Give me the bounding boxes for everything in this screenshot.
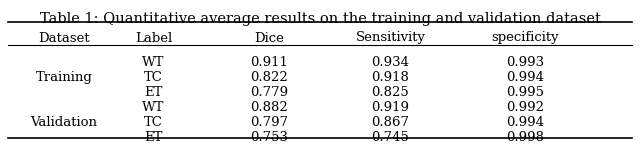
Text: Dice: Dice [254,32,284,45]
Text: 0.995: 0.995 [506,86,544,99]
Text: 0.825: 0.825 [372,86,409,99]
Text: WT: WT [143,56,164,69]
Text: Training: Training [36,71,92,84]
Text: 0.797: 0.797 [250,116,288,129]
Text: ET: ET [145,86,163,99]
Text: 0.822: 0.822 [250,71,287,84]
Text: Validation: Validation [31,116,97,129]
Text: TC: TC [144,116,163,129]
Text: 0.993: 0.993 [506,56,544,69]
Text: specificity: specificity [491,32,559,45]
Text: 0.998: 0.998 [506,131,544,144]
Text: 0.994: 0.994 [506,116,544,129]
Text: ET: ET [145,131,163,144]
Text: Dataset: Dataset [38,32,90,45]
Text: Table 1: Quantitative average results on the training and validation dataset: Table 1: Quantitative average results on… [40,12,600,26]
Text: 0.867: 0.867 [371,116,410,129]
Text: 0.745: 0.745 [371,131,410,144]
Text: 0.911: 0.911 [250,56,288,69]
Text: TC: TC [144,71,163,84]
Text: 0.919: 0.919 [371,101,410,114]
Text: Label: Label [135,32,172,45]
Text: Sensitivity: Sensitivity [355,32,426,45]
Text: 0.779: 0.779 [250,86,288,99]
Text: WT: WT [143,101,164,114]
Text: 0.918: 0.918 [371,71,410,84]
Text: 0.753: 0.753 [250,131,288,144]
Text: 0.934: 0.934 [371,56,410,69]
Text: 0.882: 0.882 [250,101,287,114]
Text: 0.992: 0.992 [506,101,544,114]
Text: 0.994: 0.994 [506,71,544,84]
